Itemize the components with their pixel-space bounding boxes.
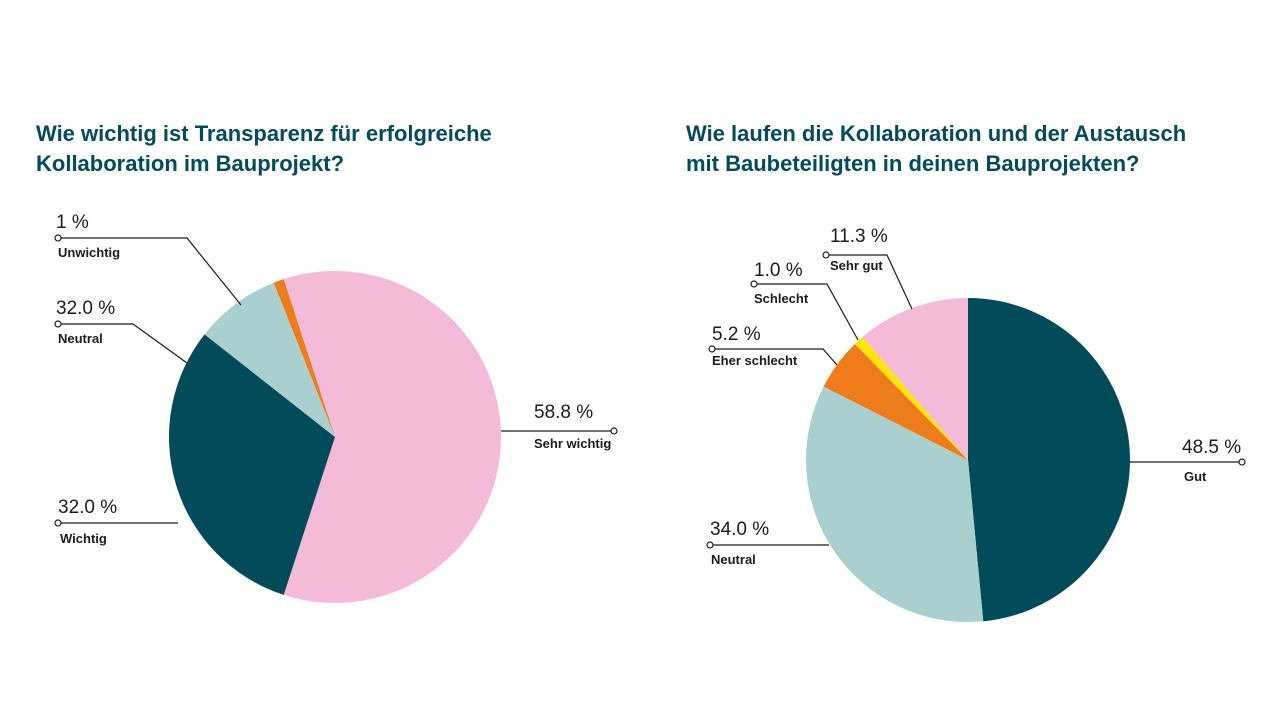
leader-line [754,283,859,341]
pie-slice-schlecht [854,337,968,460]
leader-end-dot [54,320,62,328]
pie-slice-neutral [204,282,335,437]
leader-end-dot [750,280,758,288]
leader-end-dot [1238,458,1246,466]
leader-line [58,237,242,306]
data-label-category: Unwichtig [58,245,120,260]
data-label-percent: 34.0 % [710,519,769,540]
data-label-category: Neutral [58,331,103,346]
pie-chart: 58.8 % Sehr wichtig 32.0 % Wichtig 32.0 % Neu… [54,212,618,603]
data-label-percent: 32.0 % [56,298,115,319]
data-label-percent: 5.2 % [712,324,761,345]
data-label-percent: 11.3 % [830,226,888,247]
pie-slice-eher-schlecht [823,344,968,460]
chart-title: Wie wichtig ist Transparenz für erfolgre… [36,119,596,179]
data-label-percent: 48.5 % [1182,437,1241,458]
leader-end-dot [54,519,62,527]
data-label-category: Gut [1184,469,1207,484]
pie-slice-sehr-wichtig [283,270,501,603]
pie-slice-unwichtig [273,279,335,437]
data-label-category: Wichtig [60,531,107,546]
data-label-category: Schlecht [754,291,809,306]
chart-title: Wie laufen die Kollaboration und der Aus… [686,119,1266,179]
leader-end-dot [610,427,618,435]
data-label-category: Eher schlecht [712,353,798,368]
chart-collaboration: Wie laufen die Kollaboration und der Aus… [640,0,1280,720]
chart-title-line-1: Wie wichtig ist Transparenz für erfolgre… [36,121,492,146]
chart-transparency: Wie wichtig ist Transparenz für erfolgre… [36,119,618,603]
pie-slice-neutral [806,386,984,622]
chart-title-line-1: Wie laufen die Kollaboration und der Aus… [686,121,1187,146]
pie-slice-sehr-gut [862,298,968,460]
data-label-category: Neutral [711,552,756,567]
leader-end-dot [54,234,62,242]
data-label-percent: 1.0 % [754,260,803,281]
data-label-percent: 1 % [56,212,89,233]
leader-end-dot [706,541,714,549]
data-label-category: Sehr wichtig [534,436,611,451]
leader-end-dot [708,345,716,353]
chart-title-line-2: Kollaboration im Bauprojekt? [36,151,345,176]
pie-slice-wichtig [168,334,335,595]
data-label-category: Sehr gut [830,258,883,273]
leader-end-dot [822,251,830,259]
pie-slice-gut [968,298,1130,622]
leader-line [58,323,188,364]
data-label-percent: 32.0 % [58,497,117,518]
chart-title-line-2: mit Baubeteiligten in deinen Bauprojekte… [686,151,1140,176]
leader-line [826,254,913,310]
data-label-percent: 58.8 % [534,402,593,423]
leader-line [712,348,838,366]
pie-chart: 48.5 % Gut 34.0 % Neutral 5.2 % Eher schlecht… [706,226,1246,622]
